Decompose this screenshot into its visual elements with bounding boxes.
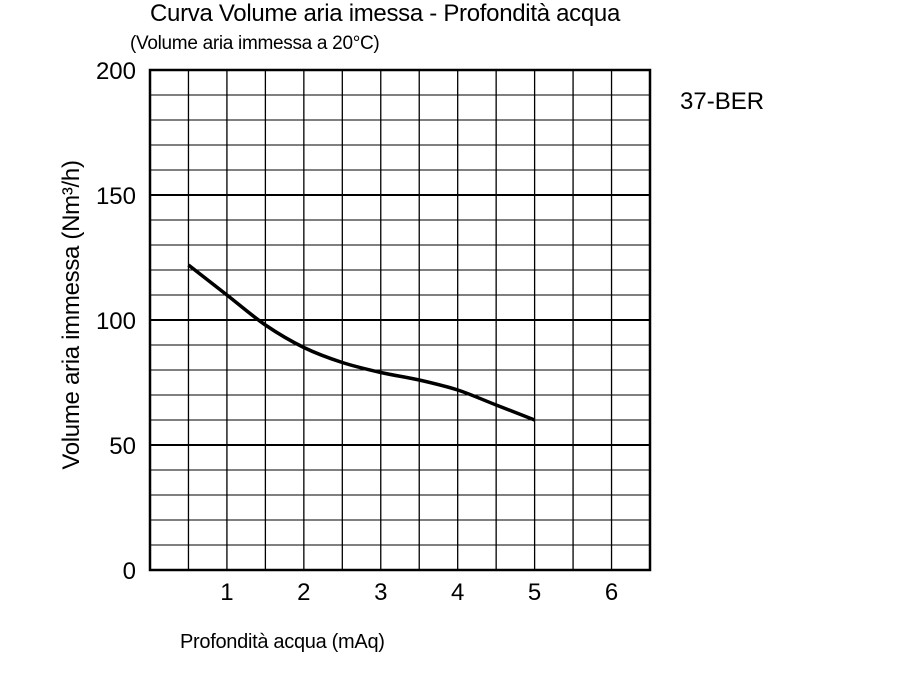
chart-title: Curva Volume aria imessa - Profondità ac… <box>150 0 621 27</box>
x-axis-label: Profondità acqua (mAq) <box>180 631 385 653</box>
y-tick-label: 200 <box>96 58 136 85</box>
y-tick-label: 100 <box>96 308 136 335</box>
x-tick-label: 5 <box>528 579 541 606</box>
x-tick-label: 3 <box>374 579 387 606</box>
series-line <box>187 263 536 422</box>
x-tick-label: 1 <box>220 579 233 606</box>
x-tick-label: 6 <box>605 579 618 606</box>
y-tick-label: 150 <box>96 183 136 210</box>
chart-subtitle: (Volume aria immessa a 20°C) <box>130 33 380 54</box>
model-label: 37-BER <box>680 88 765 115</box>
x-tick-label: 2 <box>297 579 310 606</box>
plot-frame <box>148 68 652 572</box>
y-tick-label: 0 <box>123 558 136 585</box>
y-tick-label: 50 <box>109 433 136 460</box>
x-tick-label: 4 <box>451 579 464 606</box>
